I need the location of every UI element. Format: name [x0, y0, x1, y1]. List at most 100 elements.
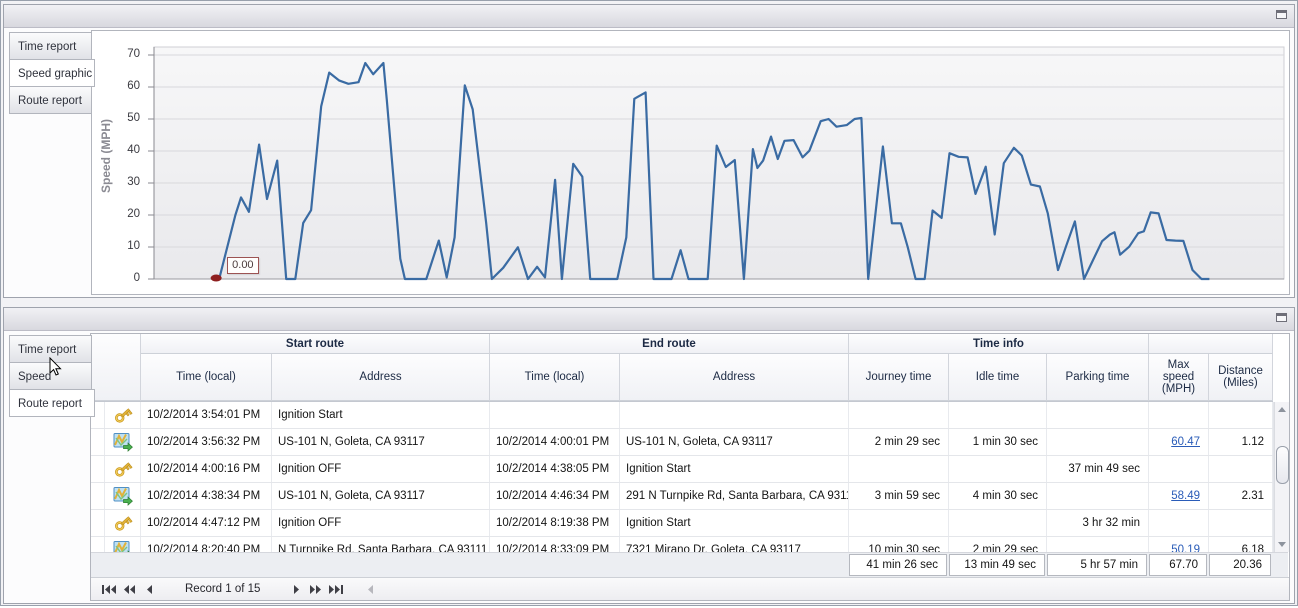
- next-record-button[interactable]: [286, 581, 306, 597]
- parking-time-cell: [1047, 402, 1149, 428]
- end-time-cell: 10/2/2014 8:33:09 PM: [490, 537, 620, 552]
- table-row[interactable]: 10/2/2014 3:54:01 PM Ignition Start: [91, 402, 1273, 429]
- restore-icon[interactable]: [1276, 10, 1287, 19]
- row-indicator: [91, 510, 105, 536]
- group-header-end-route: End route: [490, 334, 849, 354]
- idle-time-cell: [949, 456, 1047, 482]
- speed-graphic-body: Time report Speed graphic Route report Spe…: [4, 28, 1294, 297]
- scroll-left-icon-disabled: [360, 581, 380, 597]
- restore-icon[interactable]: [1276, 313, 1287, 322]
- column-header-max-speed-mph-[interactable]: Max speed (MPH): [1149, 354, 1209, 401]
- summary-journey-time: 41 min 26 sec: [849, 554, 947, 576]
- top-tab-speed-graphic[interactable]: Speed graphic: [9, 59, 95, 87]
- end-time-cell: 10/2/2014 4:38:05 PM: [490, 456, 620, 482]
- y-tick-label: 20: [127, 208, 140, 220]
- grid-header: Start route End route Time info Time (local…: [91, 334, 1273, 402]
- bottom-tab-time-report[interactable]: Time report: [9, 335, 92, 363]
- top-tab-time-report[interactable]: Time report: [9, 32, 92, 60]
- column-header-distance-miles-[interactable]: Distance (Miles): [1209, 354, 1273, 401]
- table-row[interactable]: 10/2/2014 4:00:16 PM Ignition OFF 10/2/201…: [91, 456, 1273, 483]
- previous-page-button[interactable]: [119, 581, 139, 597]
- idle-time-cell: 4 min 30 sec: [949, 483, 1047, 509]
- end-address-cell: Ignition Start: [620, 456, 849, 482]
- start-address-cell: US-101 N, Goleta, CA 93117: [272, 483, 490, 509]
- grid-summary-row: 41 min 26 sec 13 min 49 sec 5 hr 57 min 67.…: [91, 552, 1288, 577]
- end-time-cell: 10/2/2014 4:46:34 PM: [490, 483, 620, 509]
- top-tab-strip: Time report Speed graphic Route report: [9, 32, 95, 114]
- y-tick-label: 10: [127, 240, 140, 252]
- scroll-up-icon[interactable]: [1275, 402, 1289, 417]
- y-tick-label: 40: [127, 144, 140, 156]
- distance-cell: [1209, 510, 1273, 536]
- route-report-grid: Start route End route Time info Time (local…: [90, 333, 1290, 601]
- start-address-cell: N Turnpike Rd, Santa Barbara, CA 93111: [272, 537, 490, 552]
- max-speed-cell[interactable]: 58.49: [1149, 483, 1209, 509]
- table-row[interactable]: 10/2/2014 8:20:40 PM N Turnpike Rd, Santa…: [91, 537, 1273, 552]
- start-address-cell: Ignition OFF: [272, 456, 490, 482]
- ignition-key-icon: [105, 456, 141, 482]
- end-address-cell: 291 N Turnpike Rd, Santa Barbara, CA 931…: [620, 483, 849, 509]
- start-time-cell: 10/2/2014 3:54:01 PM: [141, 402, 272, 428]
- table-row[interactable]: 10/2/2014 4:38:34 PM US-101 N, Goleta, CA…: [91, 483, 1273, 510]
- end-time-cell: [490, 402, 620, 428]
- row-indicator: [91, 402, 105, 428]
- group-header-start-route: Start route: [141, 334, 490, 354]
- start-point-marker: [210, 274, 222, 282]
- parking-time-cell: 37 min 49 sec: [1047, 456, 1149, 482]
- column-header-parking-time[interactable]: Parking time: [1047, 354, 1149, 401]
- max-speed-cell: [1149, 402, 1209, 428]
- idle-time-cell: 1 min 30 sec: [949, 429, 1047, 455]
- value-tooltip: 0.00: [227, 257, 259, 275]
- speed-series-line: [213, 61, 1210, 281]
- column-header-address[interactable]: Address: [620, 354, 849, 401]
- grid-data-area: 10/2/2014 3:54:01 PM Ignition Start 10/2/2…: [91, 402, 1274, 552]
- table-row[interactable]: 10/2/2014 4:47:12 PM Ignition OFF 10/2/201…: [91, 510, 1273, 537]
- distance-cell: 6.18: [1209, 537, 1273, 552]
- start-time-cell: 10/2/2014 4:00:16 PM: [141, 456, 272, 482]
- scroll-down-icon[interactable]: [1275, 537, 1289, 552]
- end-address-cell: [620, 402, 849, 428]
- column-header-journey-time[interactable]: Journey time: [849, 354, 949, 401]
- max-speed-link[interactable]: 60.47: [1171, 436, 1200, 448]
- idle-time-cell: 2 min 29 sec: [949, 537, 1047, 552]
- route-map-icon: [105, 429, 141, 455]
- next-page-button[interactable]: [306, 581, 326, 597]
- speed-chart-box: Speed (MPH) 0 10 20 30 40 50 60 70 0.00: [91, 30, 1290, 295]
- max-speed-link[interactable]: 58.49: [1171, 490, 1200, 502]
- speed-line-chart[interactable]: [148, 41, 1288, 287]
- route-map-icon: [105, 483, 141, 509]
- mouse-cursor: [49, 357, 62, 376]
- end-address-cell: US-101 N, Goleta, CA 93117: [620, 429, 849, 455]
- max-speed-link[interactable]: 50.19: [1171, 544, 1200, 552]
- parking-time-cell: [1047, 483, 1149, 509]
- y-tick-label: 50: [127, 112, 140, 124]
- last-record-button[interactable]: [326, 581, 346, 597]
- table-row[interactable]: 10/2/2014 3:56:32 PM US-101 N, Goleta, CA…: [91, 429, 1273, 456]
- scrollbar-thumb[interactable]: [1276, 446, 1289, 484]
- column-header-idle-time[interactable]: Idle time: [949, 354, 1047, 401]
- end-address-cell: Ignition Start: [620, 510, 849, 536]
- group-header-blank: [1149, 334, 1273, 354]
- first-record-button[interactable]: [99, 581, 119, 597]
- previous-record-button[interactable]: [139, 581, 159, 597]
- vertical-scrollbar[interactable]: [1274, 402, 1289, 552]
- parking-time-cell: 3 hr 32 min: [1047, 510, 1149, 536]
- end-time-cell: 10/2/2014 4:00:01 PM: [490, 429, 620, 455]
- column-header-address[interactable]: Address: [272, 354, 490, 401]
- top-tab-route-report[interactable]: Route report: [9, 86, 92, 114]
- bottom-tab-route-report[interactable]: Route report: [9, 389, 95, 417]
- max-speed-cell[interactable]: 60.47: [1149, 429, 1209, 455]
- column-header-time-local-[interactable]: Time (local): [141, 354, 272, 401]
- max-speed-cell[interactable]: 50.19: [1149, 537, 1209, 552]
- y-tick-label: 0: [133, 272, 140, 284]
- record-count-label: Record 1 of 15: [185, 583, 261, 595]
- y-axis-title: Speed (MPH): [99, 119, 113, 194]
- end-address-cell: 7321 Mirano Dr, Goleta, CA 93117: [620, 537, 849, 552]
- summary-max-speed: 67.70: [1149, 554, 1207, 576]
- summary-distance: 20.36: [1209, 554, 1271, 576]
- column-header-time-local-[interactable]: Time (local): [490, 354, 620, 401]
- start-address-cell: US-101 N, Goleta, CA 93117: [272, 429, 490, 455]
